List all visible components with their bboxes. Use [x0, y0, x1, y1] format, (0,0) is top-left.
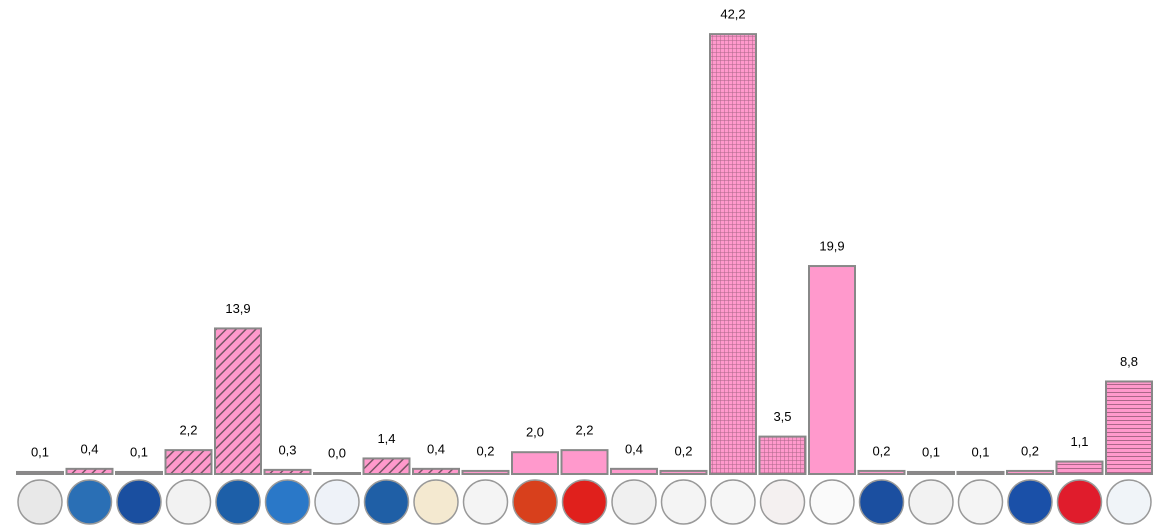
value-label: 0,4: [80, 441, 98, 456]
bar: [1055, 460, 1104, 475]
value-label: 0,1: [922, 444, 940, 459]
bar: [610, 467, 658, 475]
party-logo: [1106, 479, 1152, 525]
bar: [461, 469, 510, 476]
value-label: 0,3: [278, 442, 296, 457]
bar: [1105, 380, 1153, 476]
party-logo: [116, 479, 162, 525]
bar: [758, 435, 807, 476]
party-logo: [363, 479, 410, 525]
party-logo: [809, 479, 855, 525]
bar: [808, 265, 856, 476]
bar: [214, 327, 262, 475]
value-label: 2,2: [179, 423, 197, 438]
party-logo: [314, 479, 360, 525]
party-logo: [710, 479, 756, 525]
bar: [362, 457, 411, 476]
value-label: 0,2: [476, 443, 494, 458]
bar: [16, 470, 64, 475]
value-label: 0,0: [328, 445, 346, 460]
party-logo: [660, 479, 707, 525]
value-label: 2,0: [526, 425, 544, 440]
value-label: 0,2: [674, 443, 692, 458]
party-logo: [17, 479, 63, 525]
party-logo: [264, 479, 311, 525]
value-label: 0,1: [971, 444, 989, 459]
bar: [511, 451, 559, 476]
bar: [313, 472, 361, 475]
bar: [412, 467, 460, 475]
value-label: 2,2: [575, 423, 593, 438]
value-label: 0,4: [427, 441, 445, 456]
bar: [1006, 469, 1054, 476]
party-logo: [908, 479, 954, 525]
bar: [560, 449, 609, 475]
party-logo: [462, 479, 509, 525]
bar: [115, 470, 163, 475]
party-logo: [1007, 479, 1053, 525]
bar: [907, 470, 955, 475]
value-label: 42,2: [720, 7, 745, 22]
bar: [65, 467, 114, 475]
party-logo: [759, 479, 806, 525]
party-logo: [957, 479, 1004, 525]
value-label: 1,4: [377, 431, 395, 446]
party-logo: [165, 479, 212, 525]
value-label: 0,1: [130, 444, 148, 459]
value-label: 13,9: [225, 301, 250, 316]
party-logo: [215, 479, 261, 525]
party-logo: [858, 479, 905, 525]
bar: [956, 470, 1005, 475]
party-logo: [512, 479, 558, 525]
value-label: 3,5: [773, 409, 791, 424]
value-label: 0,1: [31, 444, 49, 459]
party-logo: [611, 479, 657, 525]
value-label: 0,4: [625, 441, 643, 456]
value-label: 0,2: [1021, 443, 1039, 458]
value-label: 19,9: [819, 238, 844, 253]
party-logo: [413, 479, 459, 525]
party-logo: [561, 479, 608, 525]
bar: [857, 469, 906, 476]
bar: [659, 469, 708, 476]
party-logo: [66, 479, 113, 525]
party-logo: [1056, 479, 1103, 525]
bar: [164, 449, 213, 475]
value-label: 8,8: [1120, 354, 1138, 369]
bar: [263, 468, 312, 476]
value-label: 0,2: [872, 443, 890, 458]
value-label: 1,1: [1070, 434, 1088, 449]
bar: [709, 33, 757, 476]
